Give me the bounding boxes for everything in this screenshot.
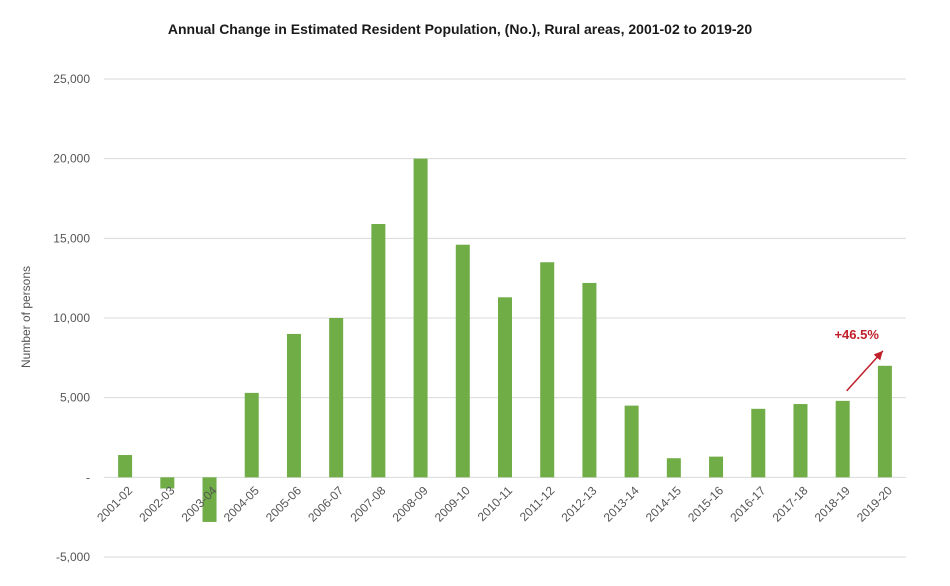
bar-2010-11 [498,297,512,478]
x-tick-label: 2014-15 [643,483,684,524]
bar-2008-09 [413,158,428,478]
bar-2006-07 [329,318,344,478]
bar-2012-13 [582,282,597,478]
x-tick-label: 2012-13 [558,483,599,524]
bar-2011-12 [540,262,555,478]
bar-2004-05 [244,392,259,478]
y-tick-label: 10,000 [53,311,90,325]
bar-2003-04 [202,477,217,522]
bars [118,158,892,522]
x-tick-label: 2013-14 [601,483,642,524]
x-tick-label: 2016-17 [727,483,768,524]
x-tick-label: 2002-03 [136,483,177,524]
bar-2016-17 [751,408,766,478]
x-tick-label: 2007-08 [347,483,388,524]
bar-2002-03 [160,477,175,489]
x-tick-label: 2018-19 [812,483,853,524]
x-tick-label: 2001-02 [94,483,135,524]
y-tick-label: 5,000 [60,391,90,405]
y-axis-label: Number of persons [19,266,33,368]
bar-2007-08 [371,223,386,478]
bar-2019-20 [877,365,892,478]
growth-annotation-label: +46.5% [834,327,879,342]
y-tick-label: 20,000 [53,152,90,166]
x-tick-label: 2019-20 [854,483,895,524]
x-tick-label: 2010-11 [475,483,516,524]
x-tick-label: 2009-10 [432,483,473,524]
x-tick-label: 2015-16 [685,483,726,524]
bar-2017-18 [793,404,808,478]
x-tick-label: 2011-12 [517,483,558,524]
y-tick-label: - [86,470,90,484]
bar-2013-14 [624,405,639,478]
growth-arrow [846,350,884,392]
x-tick-label: 2006-07 [305,483,346,524]
bar-2014-15 [666,458,681,478]
bar-2015-16 [709,456,724,478]
chart-title: Annual Change in Estimated Resident Popu… [168,21,752,37]
growth-annotation: +46.5% [834,327,884,392]
bar-2005-06 [286,333,301,478]
y-tick-label: -5,000 [56,550,90,564]
x-tick-label: 2008-09 [390,483,431,524]
y-tick-label: 15,000 [53,231,90,245]
bar-2009-10 [455,244,470,478]
x-tick-label: 2017-18 [770,483,811,524]
bar-2001-02 [118,455,133,478]
x-tick-label: 2004-05 [221,483,262,524]
y-tick-label: 25,000 [53,72,90,86]
bar-2018-19 [835,400,850,478]
x-tick-label: 2005-06 [263,483,304,524]
